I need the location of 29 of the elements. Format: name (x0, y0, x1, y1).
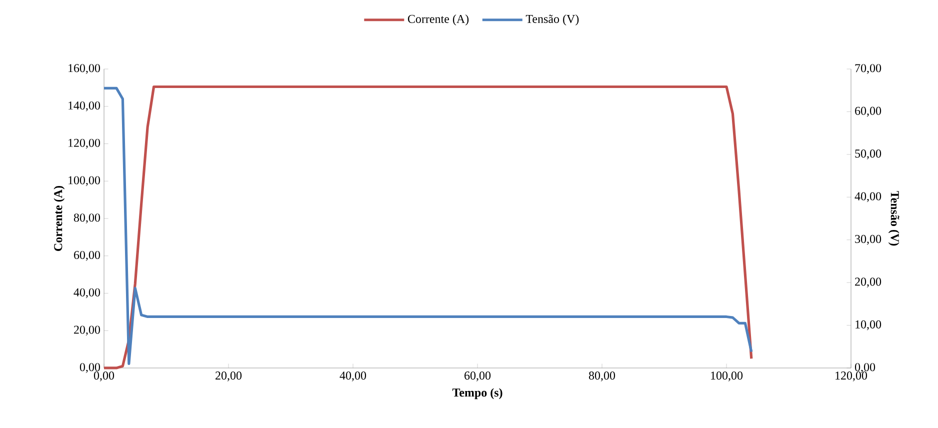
y-tick-label: 40,00 (74, 288, 100, 298)
y2-tick-label: 40,00 (854, 192, 882, 202)
x-tick-label: 60,00 (464, 372, 491, 382)
y-tick-label: 60,00 (74, 250, 100, 261)
y2-tick-label: 20,00 (855, 278, 882, 288)
legend-label: Tensão (V) (526, 14, 579, 26)
y-tick-label: 120,00 (68, 138, 100, 149)
legend-label: Corrente (A) (408, 14, 469, 26)
y-tick-label: 140,00 (68, 101, 100, 112)
y-tick-label: 80,00 (74, 214, 100, 224)
y-tick-label: 20,00 (74, 326, 100, 336)
y2-tick-label: 10,00 (856, 320, 882, 330)
x-tick-label: 80,00 (588, 372, 616, 382)
y2-tick-label: 30,00 (855, 234, 882, 245)
x-axis-title: Tempo (s) (452, 388, 502, 400)
y2-tick-label: 70,00 (855, 64, 882, 74)
y2-tick-label: 50,00 (855, 150, 882, 160)
x-tick-label: 0,00 (94, 372, 114, 382)
y-tick-label: 0,00 (80, 363, 100, 373)
x-tick-label: 100,00 (711, 372, 743, 382)
x-tick-label: 40,00 (340, 372, 366, 382)
y2-axis-title: Tensão (V) (888, 191, 900, 246)
y2-tick-label: 0,00 (854, 363, 876, 373)
x-tick-label: 20,00 (216, 372, 242, 382)
y-tick-label: 100,00 (68, 176, 100, 186)
y-tick-label: 160,00 (68, 64, 100, 74)
y-axis-title: Corrente (A) (54, 186, 65, 251)
x-tick-label: 120,00 (836, 372, 868, 382)
y2-tick-label: 60,00 (855, 106, 882, 117)
